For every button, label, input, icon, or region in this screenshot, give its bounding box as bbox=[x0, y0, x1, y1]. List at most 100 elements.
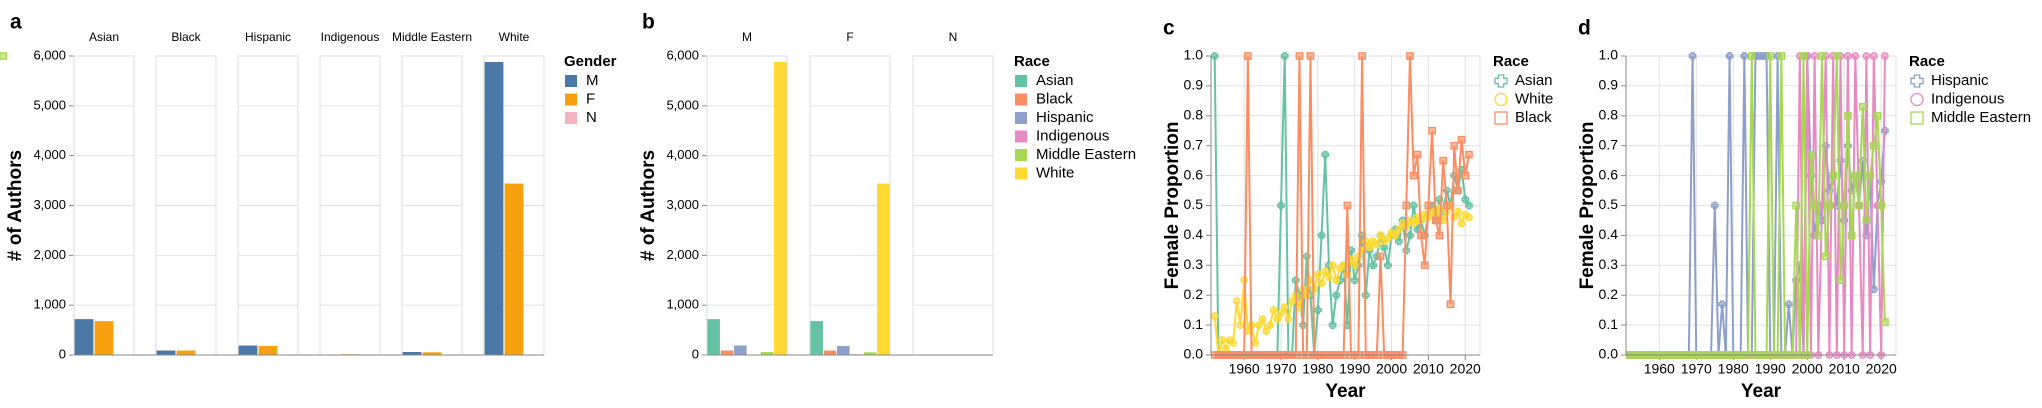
data-point bbox=[1777, 52, 1786, 60]
data-point bbox=[1328, 321, 1337, 329]
bar bbox=[837, 346, 850, 355]
data-point bbox=[1446, 300, 1455, 309]
legend-label: Asian bbox=[1036, 72, 1074, 89]
data-point bbox=[1428, 126, 1436, 135]
data-point bbox=[1442, 186, 1451, 195]
y-tick-label: 0.8 bbox=[1184, 107, 1204, 123]
data-point bbox=[1844, 111, 1852, 120]
legend-label: Middle Eastern bbox=[1931, 109, 2031, 126]
data-point bbox=[1262, 327, 1271, 335]
data-point bbox=[1269, 306, 1278, 314]
data-point bbox=[1295, 52, 1304, 60]
x-tick-label: 1970 bbox=[1265, 361, 1296, 377]
legend-swatch bbox=[1015, 130, 1027, 143]
bar bbox=[734, 345, 747, 355]
facet-label: Indigenous bbox=[321, 30, 380, 44]
bar bbox=[863, 352, 877, 355]
data-point bbox=[1343, 201, 1352, 210]
data-point bbox=[1814, 231, 1823, 240]
data-point bbox=[1832, 52, 1841, 60]
data-point bbox=[0, 52, 8, 60]
legend-swatch bbox=[565, 112, 577, 124]
data-point bbox=[1725, 52, 1734, 60]
x-tick-label: 1990 bbox=[1339, 361, 1370, 377]
y-tick-label: 0.4 bbox=[1599, 226, 1619, 242]
data-point bbox=[1784, 300, 1793, 309]
data-point bbox=[1869, 141, 1878, 150]
bar bbox=[156, 350, 176, 355]
y-tick-label: 0.3 bbox=[1599, 256, 1619, 272]
data-point bbox=[1277, 201, 1285, 210]
y-tick-label: 0 bbox=[59, 346, 66, 361]
data-point bbox=[1454, 186, 1462, 195]
data-point bbox=[1465, 201, 1473, 210]
data-point bbox=[1369, 261, 1377, 270]
data-point bbox=[1380, 243, 1389, 252]
data-point bbox=[1420, 261, 1429, 270]
bar bbox=[94, 321, 114, 355]
data-point bbox=[1766, 52, 1775, 60]
x-tick-label: 2010 bbox=[1413, 361, 1444, 377]
data-point bbox=[1409, 219, 1418, 228]
data-point bbox=[1266, 321, 1274, 329]
data-point bbox=[1457, 135, 1466, 144]
data-point bbox=[1424, 201, 1433, 210]
legend-marker bbox=[1910, 92, 1924, 107]
y-tick-label: 6,000 bbox=[666, 47, 699, 62]
bar bbox=[238, 345, 258, 355]
y-tick-label: 0.2 bbox=[1599, 286, 1619, 302]
data-point bbox=[1417, 231, 1425, 240]
data-point bbox=[1825, 201, 1834, 210]
y-axis-title: Female Proportion bbox=[1577, 122, 1598, 290]
y-tick-label: 0.2 bbox=[1184, 286, 1204, 302]
legend-marker bbox=[1910, 74, 1924, 88]
data-point bbox=[1810, 52, 1819, 60]
data-point bbox=[1840, 201, 1849, 210]
y-tick-label: 1,000 bbox=[666, 297, 699, 312]
x-tick-label: 2000 bbox=[1376, 361, 1407, 377]
data-point bbox=[1251, 339, 1260, 347]
facet-label: Black bbox=[171, 30, 201, 44]
y-axis-title: # of Authors bbox=[5, 150, 26, 261]
data-point bbox=[1384, 261, 1392, 270]
data-point bbox=[1284, 315, 1293, 323]
bar bbox=[176, 350, 196, 355]
data-point bbox=[1350, 261, 1359, 270]
data-point bbox=[1439, 156, 1448, 165]
y-tick-label: 1.0 bbox=[1599, 47, 1619, 63]
panel-letter: d bbox=[1578, 17, 1591, 40]
y-tick-label: 4,000 bbox=[33, 147, 66, 162]
data-point bbox=[1409, 201, 1418, 210]
data-point bbox=[1402, 246, 1411, 255]
data-point bbox=[1332, 291, 1341, 300]
legend-swatch bbox=[565, 75, 577, 87]
bar bbox=[258, 346, 278, 355]
data-point bbox=[1799, 52, 1808, 60]
legend-title: Gender bbox=[564, 53, 617, 70]
bar bbox=[707, 319, 720, 355]
facet-label: Asian bbox=[89, 30, 119, 44]
legend-title: Race bbox=[1014, 53, 1050, 70]
data-point bbox=[1457, 219, 1466, 228]
data-point bbox=[1881, 52, 1889, 60]
y-tick-label: 0.7 bbox=[1184, 136, 1204, 152]
data-point bbox=[1740, 52, 1749, 60]
data-point bbox=[1688, 52, 1697, 60]
legend-title: Race bbox=[1909, 53, 1945, 70]
x-axis-title: Year bbox=[1325, 381, 1366, 402]
data-point bbox=[1280, 303, 1289, 312]
bar bbox=[422, 352, 442, 355]
y-tick-label: 0.4 bbox=[1184, 226, 1204, 242]
x-tick-label: 1990 bbox=[1755, 361, 1786, 377]
legend-swatch bbox=[1015, 167, 1027, 180]
y-tick-label: 0.7 bbox=[1599, 136, 1619, 152]
y-tick-label: 0.9 bbox=[1599, 77, 1619, 93]
data-point bbox=[1317, 231, 1326, 240]
data-point bbox=[1747, 52, 1756, 60]
legend-label: Indigenous bbox=[1036, 127, 1109, 144]
data-point bbox=[1873, 111, 1882, 120]
y-tick-label: 2,000 bbox=[33, 247, 66, 262]
data-point bbox=[1258, 315, 1267, 323]
x-tick-label: 2010 bbox=[1829, 361, 1860, 377]
data-point bbox=[1465, 213, 1473, 222]
